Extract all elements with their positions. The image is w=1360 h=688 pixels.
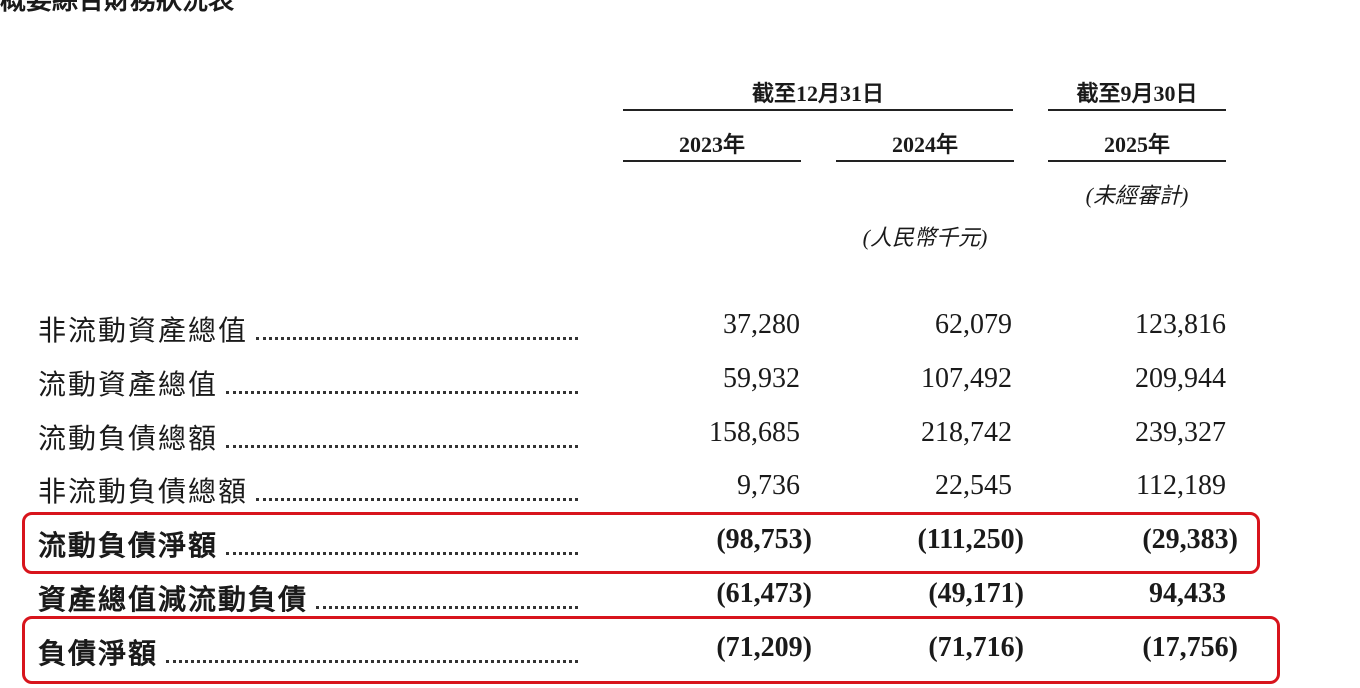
cell-value: 94,433 — [1149, 578, 1226, 609]
cell-value: 62,079 — [935, 309, 1012, 340]
row-label: 流動負債總額 — [38, 423, 219, 455]
cell-value: (17,756) — [1142, 631, 1238, 663]
period-heading: 截至12月31日 — [751, 81, 884, 106]
dot-leader — [226, 390, 578, 394]
cell-value: (61,473) — [716, 578, 812, 609]
row-label: 資產總值減流動負債 — [38, 585, 309, 616]
cell-value: (71,209) — [716, 631, 812, 663]
unaudited-note: (未經審計) — [1085, 183, 1189, 208]
row-label: 流動資產總值 — [38, 369, 219, 401]
dot-leader — [226, 444, 578, 448]
cell-value: 22,545 — [935, 470, 1012, 502]
year-heading: 2025年 — [1103, 132, 1170, 157]
cell-value: 107,492 — [921, 362, 1012, 394]
dot-leader — [256, 498, 578, 502]
cell-value: 239,327 — [1135, 416, 1226, 448]
rule — [623, 109, 1013, 111]
cell-value: 158,685 — [709, 416, 800, 448]
cell-value: (71,716) — [928, 631, 1024, 663]
rule — [836, 160, 1014, 162]
cell-value: 112,189 — [1136, 470, 1226, 502]
dot-leader — [226, 552, 578, 556]
cell-value: (111,250) — [917, 524, 1024, 556]
row-label: 非流動負債總額 — [38, 477, 249, 509]
cell-value: 9,736 — [737, 470, 800, 502]
row-label: 負債淨額 — [38, 638, 159, 670]
cell-value: (98,753) — [716, 524, 812, 556]
dot-leader — [166, 659, 578, 663]
row-label: 流動負債淨額 — [38, 531, 219, 563]
rule — [1048, 160, 1226, 162]
cell-value: 209,944 — [1135, 362, 1226, 394]
highlight-box — [22, 512, 1260, 574]
cell-value: 123,816 — [1135, 309, 1226, 340]
year-heading: 2024年 — [891, 132, 958, 157]
rule — [1048, 109, 1226, 111]
cell-value: 218,742 — [921, 416, 1012, 448]
cell-value: 37,280 — [723, 309, 800, 340]
rule — [623, 160, 801, 162]
dot-leader — [316, 606, 578, 609]
period-heading: 截至9月30日 — [1076, 81, 1198, 106]
title: 概要綜合財務狀況表 — [0, 0, 235, 15]
cell-value: (29,383) — [1142, 524, 1238, 556]
highlight-box — [22, 616, 1280, 684]
cell-value: (49,171) — [928, 578, 1024, 609]
row-label: 非流動資產總值 — [38, 316, 249, 347]
unit-note: (人民幣千元) — [862, 225, 988, 250]
dot-leader — [256, 337, 578, 340]
year-heading: 2023年 — [678, 132, 745, 157]
cell-value: 59,932 — [723, 362, 800, 394]
